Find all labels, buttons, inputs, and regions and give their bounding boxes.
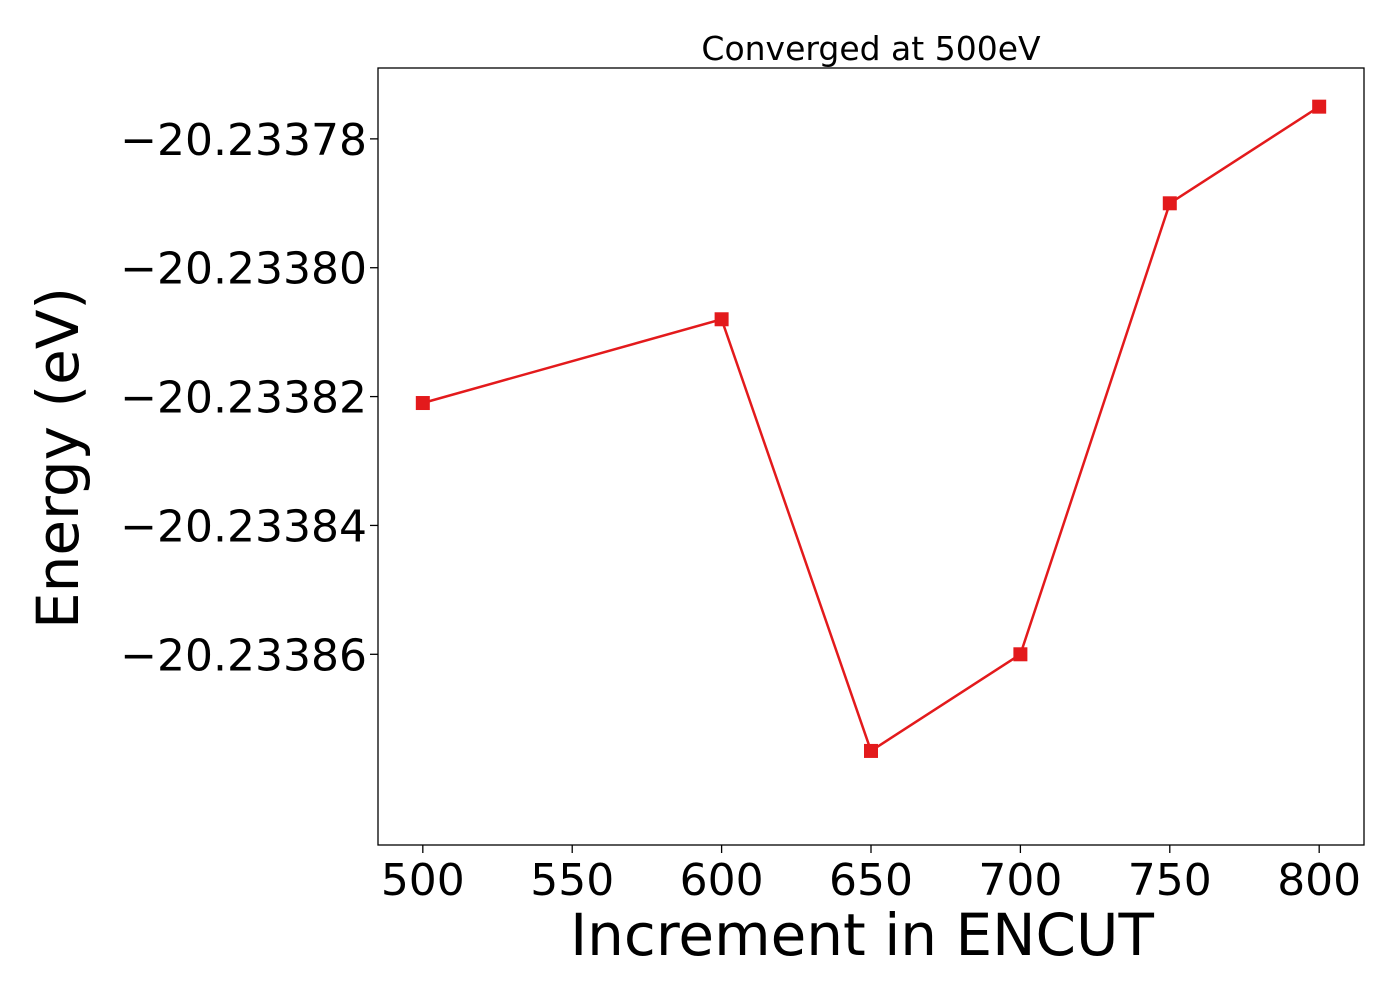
energy-series-markers [415,99,1327,758]
x-tick-label: 600 [680,855,764,906]
x-tick-label: 500 [381,855,465,906]
x-tick-label: 800 [1277,855,1361,906]
x-axis-title: Increment in ENCUT [570,901,1154,969]
y-tick-label: −20.23386 [120,630,367,681]
data-point-650 [864,743,878,758]
data-point-500 [415,396,430,411]
y-tick-label: −20.23384 [120,501,367,552]
x-axis: 500 550 600 650 700 750 800 [381,845,1361,906]
data-point-700 [1013,647,1028,662]
energy-series-line [422,105,1320,753]
x-tick-label: 750 [1128,855,1212,906]
x-tick-label: 550 [530,855,614,906]
data-point-600 [714,312,729,327]
y-tick-label: −20.23380 [120,244,367,295]
chart-title: Converged at 500eV [701,29,1041,68]
data-point-750 [1162,196,1177,211]
x-tick-label: 700 [978,855,1062,906]
y-axis: −20.23378 −20.23380 −20.23382 −20.23384 −20.… [120,115,378,681]
y-tick-label: −20.23382 [120,373,367,424]
y-tick-label: −20.23378 [120,115,367,166]
data-point-800 [1312,99,1327,114]
x-tick-label: 650 [829,855,913,906]
plot-area-frame [377,67,1365,846]
y-axis-title: Energy (eV) [24,287,92,629]
